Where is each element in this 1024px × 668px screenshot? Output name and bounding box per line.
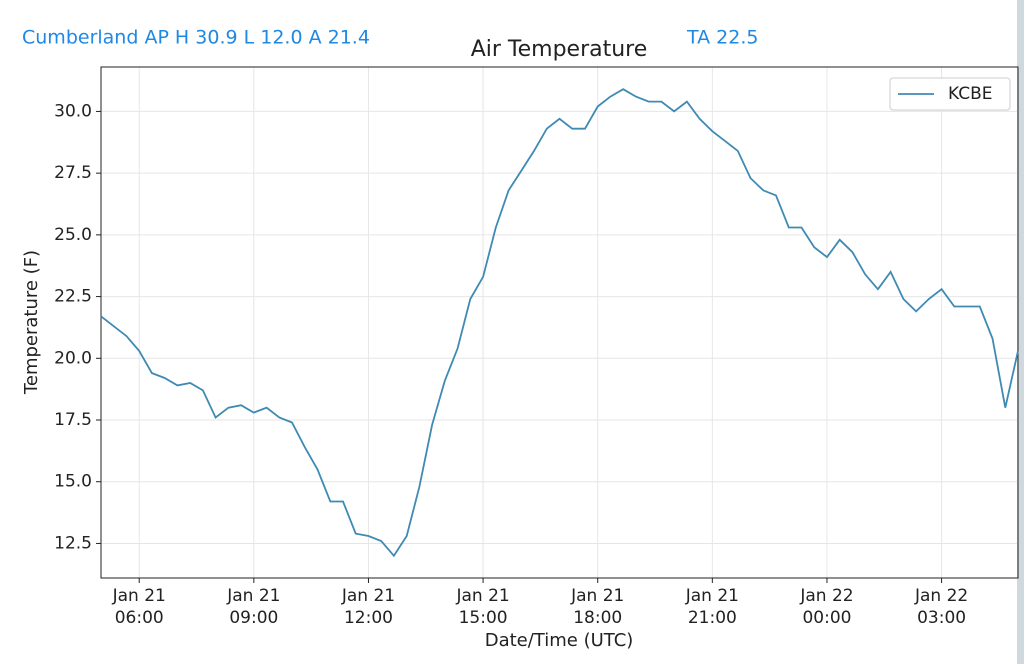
y-tick-label: 22.5 (54, 287, 92, 307)
x-tick-label: Jan 21 18:00 (570, 586, 624, 628)
plot-frame (100, 66, 1019, 579)
x-tick-label: Jan 21 21:00 (685, 586, 739, 628)
x-tick-label: Jan 22 03:00 (914, 586, 968, 628)
y-tick-label: 15.0 (54, 472, 92, 492)
legend-box (889, 77, 1011, 111)
y-tick-label: 25.0 (54, 225, 92, 245)
x-tick-label: Jan 22 00:00 (799, 586, 853, 628)
y-tick-label: 30.0 (54, 101, 92, 121)
y-tick-label: 17.5 (54, 410, 92, 430)
x-tick-label: Jan 21 09:00 (226, 586, 280, 628)
scrollbar (1017, 0, 1024, 664)
legend-label: KCBE (948, 84, 993, 104)
x-axis-label: Date/Time (UTC) (485, 630, 634, 651)
x-tick-label: Jan 21 06:00 (112, 586, 166, 628)
y-tick-label: 12.5 (54, 533, 92, 553)
y-tick-label: 27.5 (54, 163, 92, 183)
chart-title: Air Temperature (471, 37, 648, 62)
station-summary: Cumberland AP H 30.9 L 12.0 A 21.4 (22, 27, 370, 49)
x-tick-label: Jan 21 12:00 (341, 586, 395, 628)
y-axis-label: Temperature (F) (21, 250, 42, 395)
y-tick-label: 20.0 (54, 348, 92, 368)
x-tick-label: Jan 21 15:00 (455, 586, 509, 628)
data-line (100, 88, 1019, 558)
average-summary: TA 22.5 (686, 27, 758, 49)
